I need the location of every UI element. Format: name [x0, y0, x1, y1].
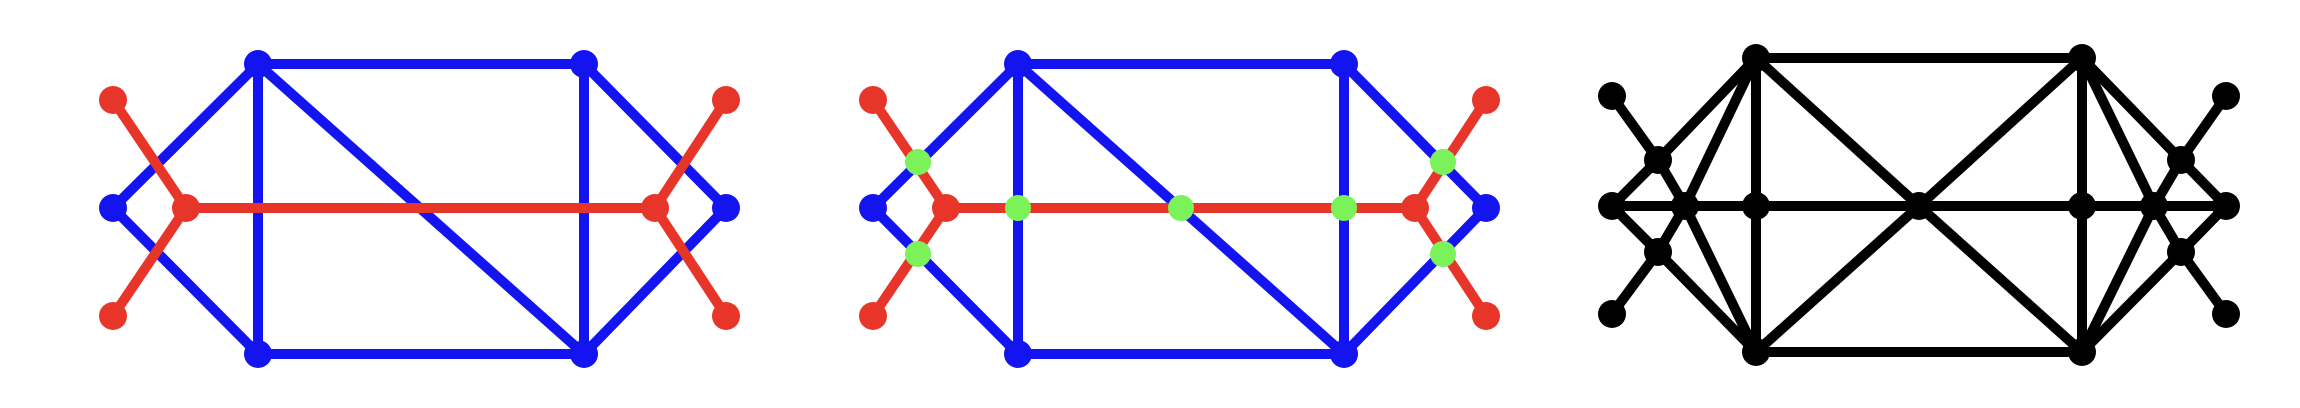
blue-node — [1330, 340, 1358, 368]
black-node — [1598, 82, 1626, 110]
black-node — [2068, 192, 2096, 220]
blue-node — [1472, 194, 1500, 222]
black-edge — [2077, 247, 2186, 357]
blue-node — [1004, 340, 1032, 368]
red-node — [1401, 194, 1429, 222]
blue-edge — [868, 59, 1023, 213]
red-node — [712, 86, 740, 114]
black-node — [1905, 192, 1933, 220]
black-edge — [1751, 53, 1924, 211]
black-edge — [2077, 53, 2159, 211]
blue-node — [1330, 50, 1358, 78]
blue-edge — [108, 203, 263, 359]
blue-edge — [868, 203, 1023, 359]
panel-black-planarized-graph — [1598, 44, 2240, 366]
green-node — [1168, 195, 1194, 221]
black-node — [2212, 300, 2240, 328]
panel-blue-red-graph — [99, 50, 740, 368]
black-node — [2167, 146, 2195, 174]
red-node — [99, 302, 127, 330]
blue-node — [859, 194, 887, 222]
green-node — [905, 149, 931, 175]
red-node — [172, 194, 200, 222]
red-edge — [650, 203, 731, 321]
red-edge — [650, 95, 731, 213]
green-node — [1430, 149, 1456, 175]
blue-edge — [1339, 203, 1491, 359]
black-node — [2167, 238, 2195, 266]
red-edge — [108, 95, 191, 213]
blue-edge — [579, 59, 731, 213]
black-node — [1742, 44, 1770, 72]
red-node — [932, 194, 960, 222]
black-node — [2068, 44, 2096, 72]
black-node — [1598, 300, 1626, 328]
red-node — [859, 302, 887, 330]
green-node — [1331, 195, 1357, 221]
blue-node — [570, 50, 598, 78]
red-edge — [108, 203, 191, 321]
edges-group — [108, 59, 731, 359]
black-node — [1644, 238, 1672, 266]
nodes-group — [99, 50, 740, 368]
black-node — [2140, 192, 2168, 220]
black-node — [1742, 338, 1770, 366]
black-node — [1671, 192, 1699, 220]
nodes-group — [859, 50, 1500, 368]
green-node — [1430, 241, 1456, 267]
black-node — [1598, 192, 1626, 220]
black-node — [2068, 338, 2096, 366]
black-edge — [1914, 53, 2087, 211]
black-node — [1644, 146, 1672, 174]
black-node — [1742, 192, 1770, 220]
blue-edge — [579, 203, 731, 359]
blue-node — [244, 50, 272, 78]
red-node — [859, 86, 887, 114]
blue-node — [99, 194, 127, 222]
blue-edge — [108, 59, 263, 213]
black-edge — [1914, 201, 2087, 357]
blue-edge — [1339, 59, 1491, 213]
red-node — [1472, 302, 1500, 330]
black-edge — [1653, 247, 1761, 357]
black-node — [2212, 192, 2240, 220]
blue-node — [712, 194, 740, 222]
blue-node — [244, 340, 272, 368]
black-edge — [1680, 53, 1761, 211]
blue-node — [570, 340, 598, 368]
green-node — [1005, 195, 1031, 221]
panel-crossings-graph — [859, 50, 1500, 368]
nodes-group — [1598, 44, 2240, 366]
red-node — [712, 302, 740, 330]
red-node — [641, 194, 669, 222]
black-edge — [2077, 53, 2186, 165]
red-node — [1472, 86, 1500, 114]
black-edge — [1653, 53, 1761, 165]
green-node — [905, 241, 931, 267]
black-edge — [2077, 201, 2159, 357]
blue-node — [1004, 50, 1032, 78]
black-edge — [1751, 201, 1924, 357]
black-node — [2212, 82, 2240, 110]
black-edge — [1680, 201, 1761, 357]
red-node — [99, 86, 127, 114]
